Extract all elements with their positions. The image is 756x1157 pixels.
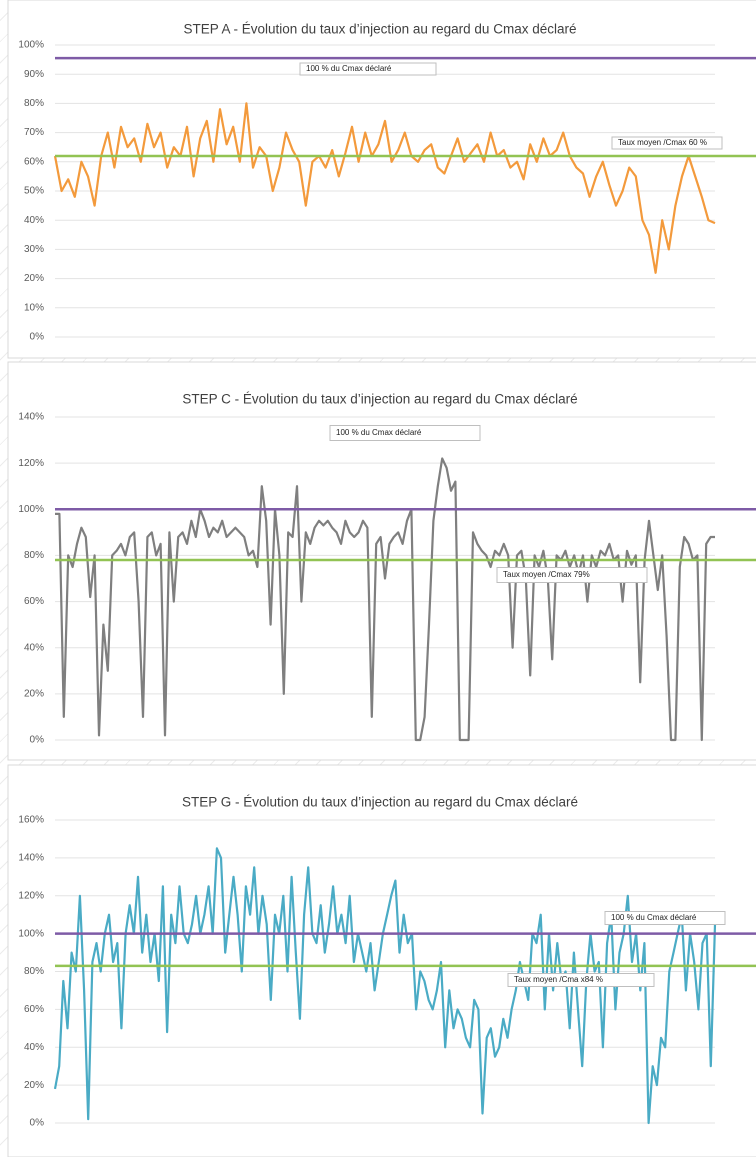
y-tick-label: 60%	[24, 596, 44, 607]
y-tick-label: 60%	[24, 156, 44, 167]
y-tick-label: 100%	[18, 40, 44, 51]
annotation: Taux moyen /Cmax 60 %	[618, 138, 707, 147]
annotation: 100 % du Cmax déclaré	[306, 64, 392, 73]
y-tick-label: 160%	[18, 815, 44, 826]
y-tick-label: 0%	[30, 1118, 45, 1129]
annotation-box	[496, 567, 648, 583]
y-tick-label: 20%	[24, 1080, 44, 1091]
y-tick-label: 120%	[18, 890, 44, 901]
y-tick-label: 90%	[24, 69, 44, 80]
annotation: Taux moyen /Cmax 79%	[503, 570, 590, 579]
panel	[7, 0, 756, 359]
y-tick-label: 80%	[24, 550, 44, 561]
y-tick-label: 140%	[18, 853, 44, 864]
line-series	[53, 847, 717, 1125]
y-tick-label: 100%	[18, 504, 44, 515]
y-tick-label: 40%	[24, 642, 44, 653]
annotation-box	[604, 911, 726, 925]
annotation-box	[329, 425, 481, 441]
y-tick-label: 140%	[18, 412, 44, 423]
chart-title: STEP C - Évolution du taux d’injection a…	[182, 392, 577, 407]
annotation: 100 % du Cmax déclaré	[611, 913, 697, 922]
y-tick-label: 80%	[24, 98, 44, 109]
y-tick-label: 80%	[24, 966, 44, 977]
annotation: 100 % du Cmax déclaré	[336, 428, 422, 437]
y-tick-label: 40%	[24, 1042, 44, 1053]
chart-title: STEP G - Évolution du taux d’injection a…	[182, 795, 578, 810]
y-tick-label: 40%	[24, 215, 44, 226]
chart-title: STEP A - Évolution du taux d’injection a…	[184, 22, 577, 37]
y-tick-label: 0%	[30, 735, 45, 746]
y-tick-label: 120%	[18, 458, 44, 469]
y-tick-label: 100%	[18, 928, 44, 939]
y-tick-label: 0%	[30, 332, 45, 343]
y-tick-label: 20%	[24, 273, 44, 284]
y-tick-label: 10%	[24, 302, 44, 313]
annotation-box	[611, 136, 723, 150]
annotation-box	[299, 62, 437, 76]
annotation: Taux moyen /Cma x84 %	[514, 975, 603, 984]
y-tick-label: 20%	[24, 688, 44, 699]
annotation-box	[507, 973, 655, 987]
y-tick-label: 70%	[24, 127, 44, 138]
y-tick-label: 30%	[24, 244, 44, 255]
y-tick-label: 50%	[24, 186, 44, 197]
y-tick-label: 60%	[24, 1004, 44, 1015]
line-series	[55, 457, 715, 742]
